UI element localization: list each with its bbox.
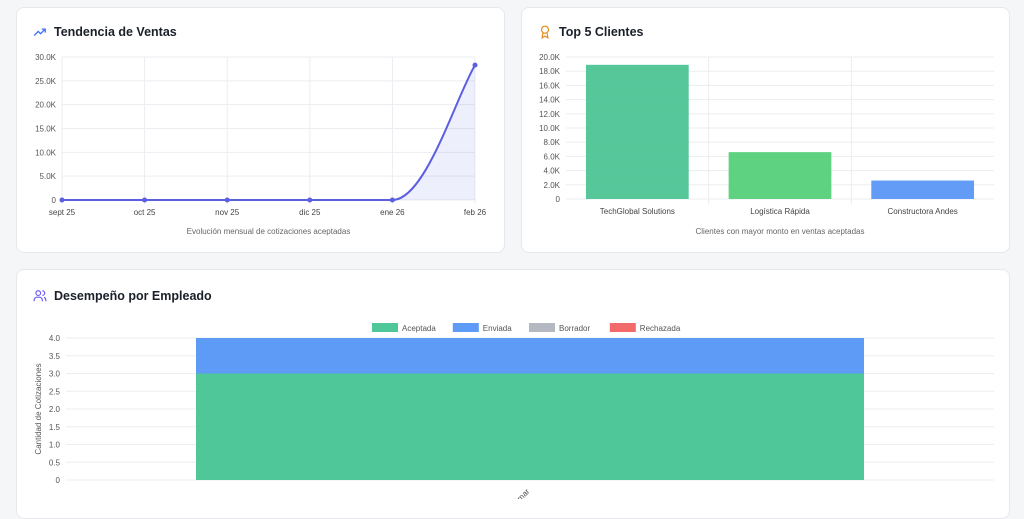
trend-point [224, 197, 230, 203]
trend-xtick: sept 25 [49, 208, 76, 217]
clients-ytick: 6.0K [544, 152, 561, 161]
trend-title: Tendencia de Ventas [33, 25, 177, 39]
emp-ytick: 1.0 [49, 441, 61, 450]
clients-xtick: TechGlobal Solutions [600, 207, 675, 216]
employees-title-text: Desempeño por Empleado [54, 289, 212, 303]
clients-ytick: 18.0K [539, 67, 561, 76]
clients-bar [728, 152, 832, 199]
legend-label: Borrador [559, 324, 590, 333]
trending-up-icon [33, 28, 46, 36]
employees-title: Desempeño por Empleado [33, 289, 212, 303]
emp-ytick: 1.5 [49, 423, 61, 432]
trend-xlabel: Evolución mensual de cotizaciones acepta… [187, 227, 351, 236]
legend-swatch [609, 323, 636, 332]
legend-label: Enviada [483, 324, 512, 333]
legend-swatch [529, 323, 555, 332]
trend-xtick: dic 25 [299, 208, 321, 217]
emp-ytick: 0.5 [49, 458, 61, 467]
clients-xtick: Logística Rápida [750, 207, 810, 216]
emp-ytick: 3.0 [49, 370, 61, 379]
clients-ytick: 10.0K [539, 124, 561, 133]
clients-bar [871, 180, 975, 199]
trend-point [59, 197, 65, 203]
emp-ytick: 3.5 [49, 352, 61, 361]
charts-canvas: 0 5.0K 10.0K 15.0K 20.0K 25.0K 30.0K sept 25 oct… [34, 53, 994, 499]
trend-ytick: 15.0K [35, 125, 57, 134]
trend-point [307, 197, 313, 203]
trend-xtick: oct 25 [134, 208, 156, 217]
trend-xtick: nov 25 [215, 208, 240, 217]
clients-ytick: 20.0K [539, 53, 561, 62]
emp-ylabel: Cantidad de Cotizaciones [34, 363, 43, 454]
emp-ytick: 2.0 [49, 405, 61, 414]
trend-point [389, 197, 395, 203]
trend-xtick: ene 26 [380, 208, 405, 217]
clients-xtick: Constructora Andes [888, 207, 958, 216]
emp-ytick: 4.0 [49, 334, 61, 343]
clients-ytick: 8.0K [544, 138, 561, 147]
trend-ytick: 25.0K [35, 77, 57, 86]
trend-point [142, 197, 148, 203]
legend-swatch [452, 323, 479, 332]
award-icon [540, 25, 550, 39]
trend-area [62, 65, 475, 200]
users-icon [33, 290, 47, 302]
clients-title: Top 5 Clientes [538, 25, 644, 39]
clients-ytick: 4.0K [544, 167, 561, 176]
trend-line [62, 64, 476, 202]
clients-ytick: 16.0K [539, 81, 561, 90]
trend-card: Tendencia de Ventas [16, 7, 505, 253]
emp-xtick: mar [515, 487, 531, 499]
legend-label: Aceptada [402, 324, 436, 333]
clients-bar [585, 64, 689, 199]
emp-bar-segment [196, 338, 864, 374]
trend-title-text: Tendencia de Ventas [54, 25, 177, 39]
clients-ytick: 2.0K [544, 181, 561, 190]
trend-ytick: 20.0K [35, 101, 57, 110]
clients-ytick: 14.0K [539, 96, 561, 105]
legend-swatch [372, 323, 398, 332]
trend-ytick: 0 [52, 196, 57, 205]
trend-point [472, 62, 478, 68]
clients-title-text: Top 5 Clientes [559, 25, 644, 39]
trend-ytick: 30.0K [35, 53, 57, 62]
clients-ytick: 12.0K [539, 110, 561, 119]
trend-ytick: 5.0K [40, 172, 57, 181]
emp-ytick: 2.5 [49, 387, 61, 396]
trend-ytick: 10.0K [35, 148, 57, 157]
emp-ytick: 0 [56, 476, 61, 485]
trend-xtick: feb 26 [464, 208, 487, 217]
emp-bar-segment [196, 373, 864, 480]
legend-label: Rechazada [640, 324, 681, 333]
clients-ytick: 0 [556, 195, 561, 204]
clients-xlabel: Clientes con mayor monto en ventas acept… [696, 227, 865, 236]
